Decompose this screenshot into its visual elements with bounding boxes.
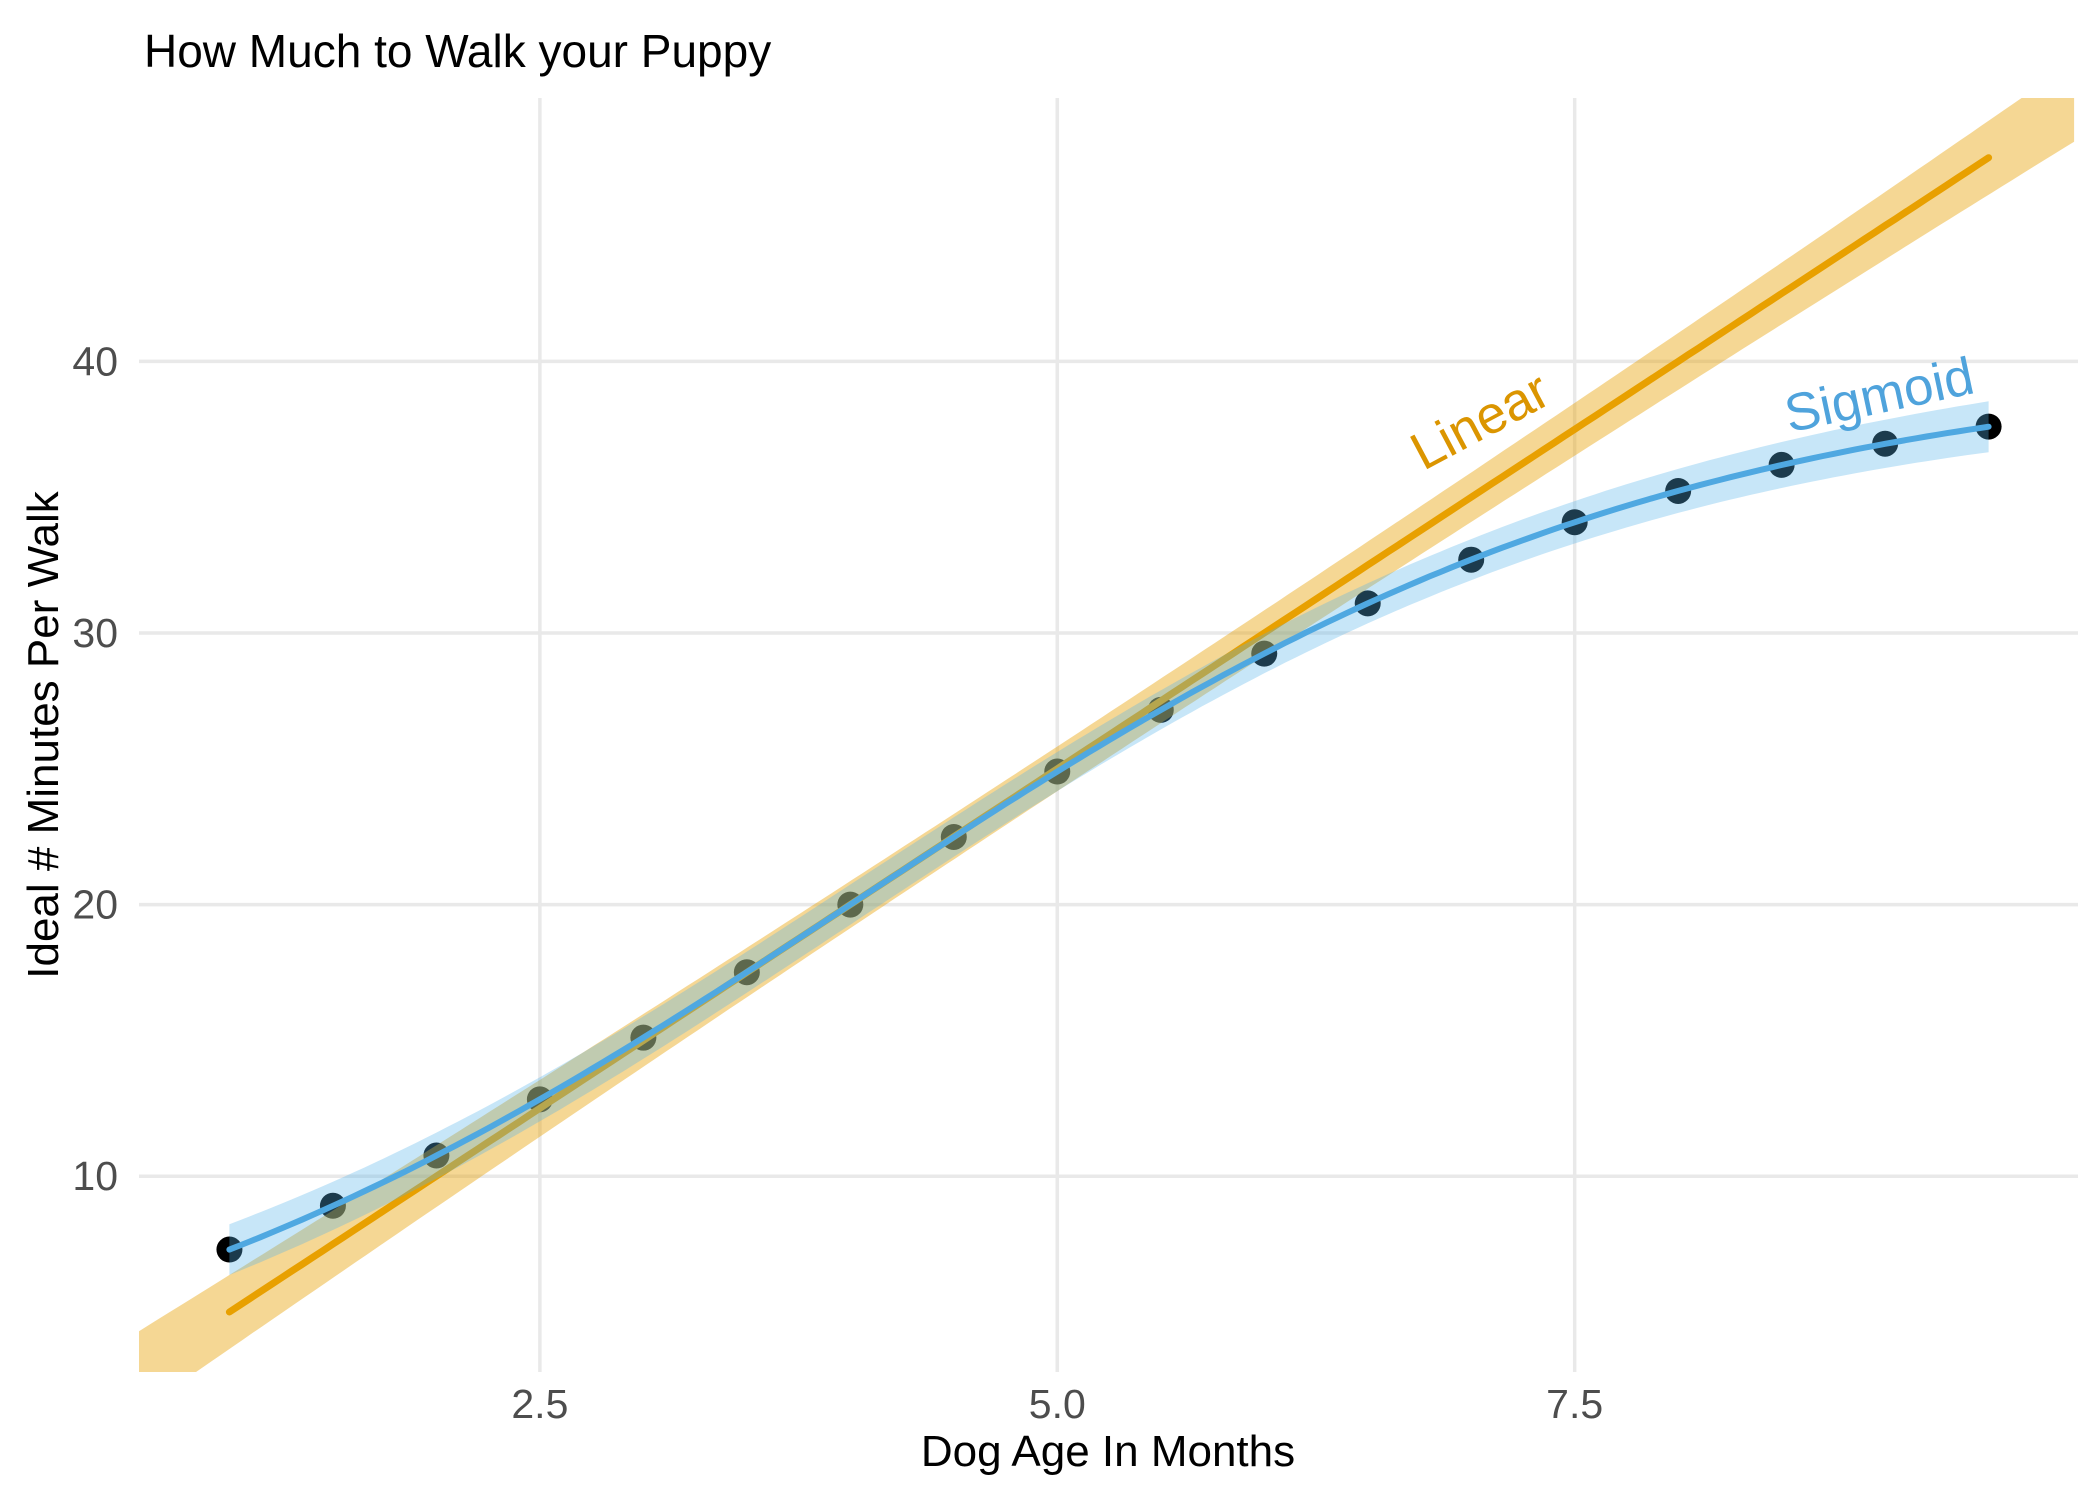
sigmoid-fit-line (226, 423, 1992, 1253)
x-axis-title: Dog Age In Months (921, 1427, 1295, 1476)
smooth-series-layer (139, 98, 2075, 1372)
gridlines-layer (139, 98, 2078, 1372)
sigmoid-confidence-band (229, 401, 1989, 1275)
y-tick-label: 10 (72, 1153, 118, 1199)
x-tick-label: 7.5 (1546, 1381, 1603, 1427)
y-tick-label: 20 (72, 882, 118, 928)
y-tick-label: 40 (72, 338, 118, 384)
y-axis-title: Ideal # Minutes Per Walk (19, 490, 68, 978)
y-tick-label: 30 (72, 610, 118, 656)
x-tick-label: 2.5 (511, 1381, 568, 1427)
tick-labels-layer: 10 20 30 40 2.5 5.0 7.5 (72, 338, 1603, 1427)
x-tick-label: 5.0 (1029, 1381, 1086, 1427)
linear-fit-line (225, 154, 1993, 1316)
chart-title: How Much to Walk your Puppy (144, 25, 771, 77)
